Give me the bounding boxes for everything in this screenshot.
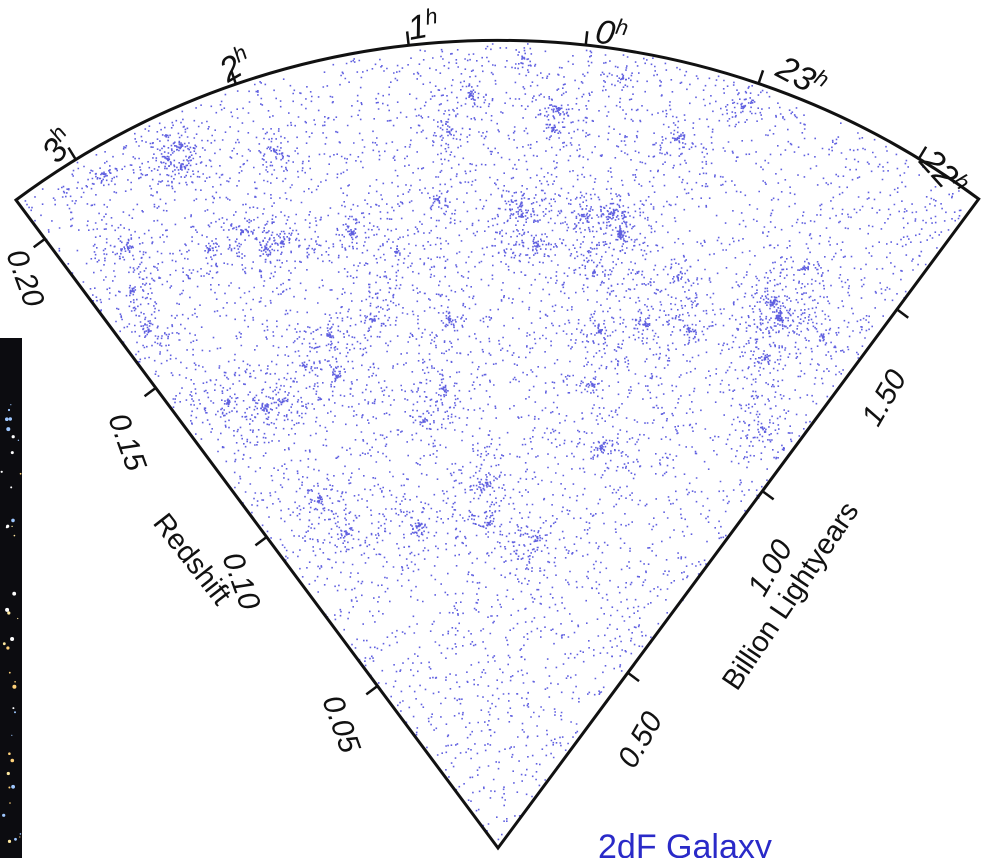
photo-star [7,839,12,844]
background-photo-strip [0,338,22,858]
photo-star [9,802,11,804]
distance-tick-marks [627,308,909,683]
photo-star [8,417,12,421]
photo-star [14,711,16,714]
photo-star [7,408,11,412]
distance-axis: 0.50 1.00 1.50 Billion Lightyears [611,364,913,773]
photo-star [19,833,22,835]
ra-label-2h: 2h [211,40,259,91]
photo-star [14,681,16,683]
photo-star [19,472,22,475]
ra-tick-marks [67,31,928,161]
redshift-tick [143,386,157,398]
photo-star [17,439,20,441]
photo-star [11,518,15,523]
photo-star [0,470,3,473]
redshift-tick [365,684,379,696]
ra-tick [584,31,589,46]
redshift-tick [254,535,268,547]
redshift-tick [32,237,46,249]
distance-tick [761,490,775,501]
ra-label-23h: 23h [769,46,833,105]
photo-star [2,642,6,646]
galaxy-points [24,43,969,841]
photo-star [10,486,13,489]
ra-label-3h: 3h [33,121,84,170]
photo-star [10,637,15,641]
photo-star [8,671,11,674]
photo-star [11,435,15,439]
photo-star [5,417,9,422]
redshift-tick-0.05: 0.05 [315,691,366,757]
ra-label-1h: 1h [404,3,442,48]
photo-star [8,786,11,789]
ra-label-0h: 0h [593,10,631,55]
redshift-tick-marks [32,237,379,696]
photo-star [6,524,10,528]
distance-tick-1.50: 1.50 [855,364,913,431]
photo-star [6,427,11,432]
caption-text: 2dF Galaxy [598,828,772,858]
photo-star [5,607,10,612]
redshift-axis: 0.05 0.10 0.15 0.20 Redshift [0,245,367,757]
photo-star [12,707,15,710]
ra-label-22h: 22h [911,140,975,205]
photo-star [7,611,11,615]
photo-star [14,837,17,841]
survey-wedge-outline [13,38,981,851]
photo-star [12,684,17,689]
photo-star [10,451,14,455]
photo-star [2,813,6,817]
ra-tick [917,146,928,160]
distance-axis-title: Billion Lightyears [716,496,865,696]
redshift-tick-0.15: 0.15 [101,409,152,475]
photo-star [11,525,13,528]
distance-tick [627,671,640,683]
ra-tick [405,31,410,46]
ra-tick [757,69,765,84]
photo-star [6,646,10,650]
photo-star [11,784,16,789]
ra-tick [67,146,77,161]
photo-star [12,591,17,596]
ra-tick [230,70,238,85]
photo-star [6,771,10,776]
redshift-tick-0.20: 0.20 [0,245,51,311]
distance-tick-0.50: 0.50 [611,706,669,773]
ra-labels: 3h 2h 1h 0h 23h 22h [33,3,975,205]
photo-star [17,617,19,620]
distance-tick [896,308,909,319]
photo-star [13,534,16,537]
photo-star [10,404,12,406]
photo-star [8,752,11,755]
photo-star [19,836,21,838]
photo-star [10,758,15,763]
photo-star [11,734,13,736]
galaxy-point-cloud [24,43,969,841]
